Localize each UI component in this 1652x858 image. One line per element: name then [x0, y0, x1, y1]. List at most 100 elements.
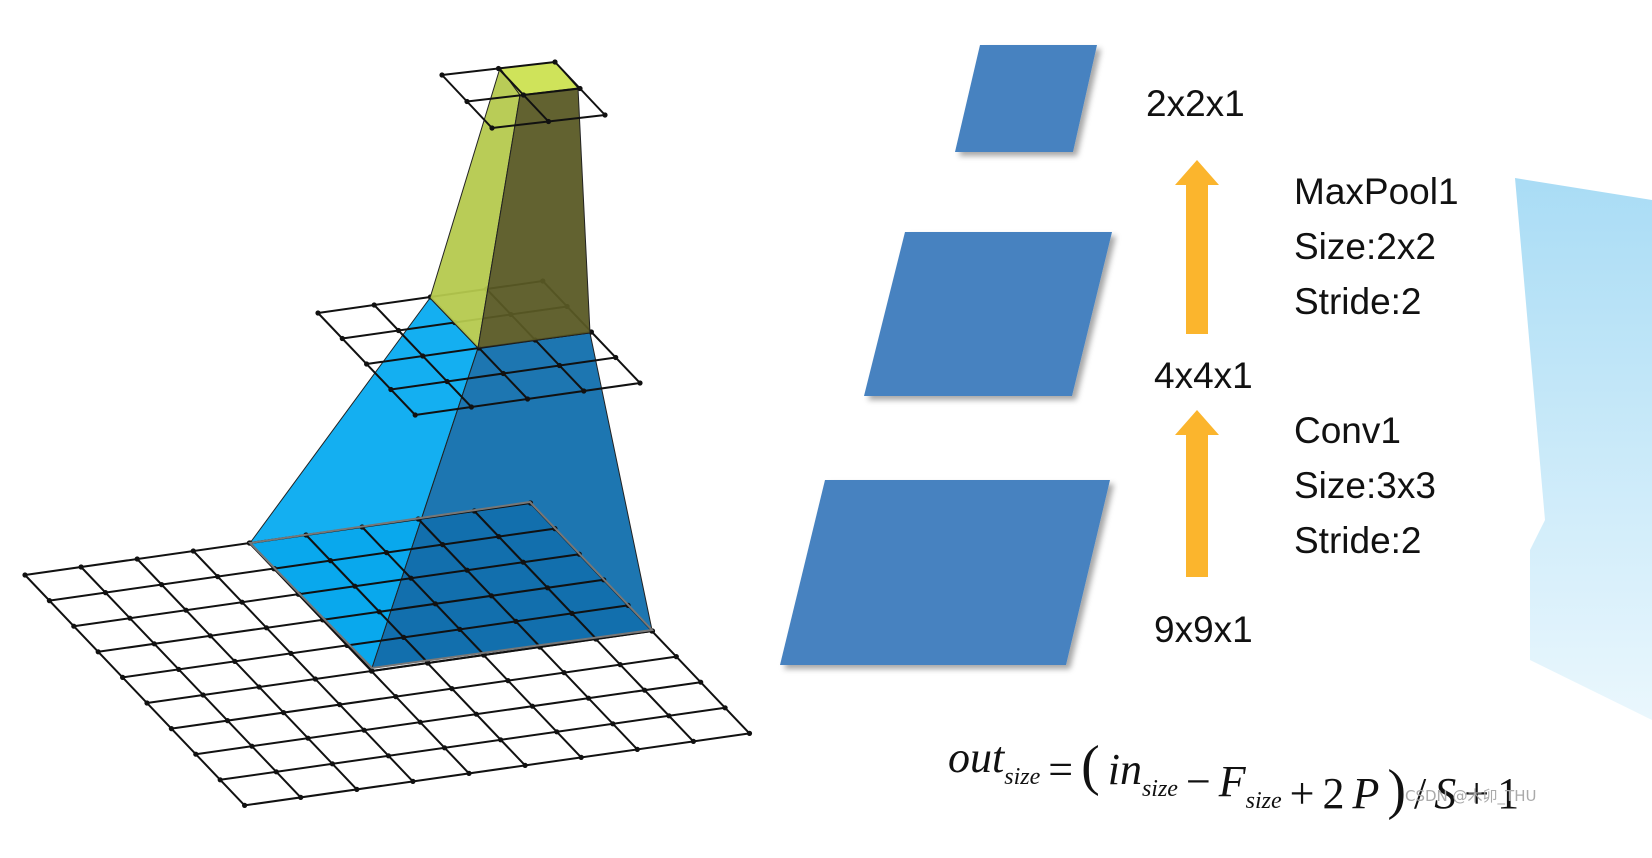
- grid-node: [498, 737, 504, 743]
- grid-node: [401, 634, 407, 641]
- grid-node: [496, 534, 502, 540]
- grid-node: [457, 626, 463, 633]
- grid-node: [642, 687, 648, 693]
- grid-node: [384, 550, 390, 556]
- grid-node: [666, 713, 672, 719]
- window-outline: [247, 500, 655, 670]
- grid-node: [144, 700, 150, 706]
- grid-node: [273, 769, 279, 775]
- grid-node: [613, 354, 619, 361]
- grid-node: [249, 743, 255, 749]
- grid-node: [569, 610, 575, 617]
- grid-node: [369, 668, 375, 674]
- grid-line: [371, 630, 653, 672]
- formula-term: F: [1218, 757, 1247, 806]
- formula-term: +: [1464, 769, 1489, 818]
- formula-term: ): [1387, 759, 1406, 821]
- grid-line: [195, 681, 701, 756]
- shape-label: 9x9x1: [1154, 609, 1253, 650]
- step-size: Size:2x2: [1294, 226, 1436, 267]
- step-stride: Stride:2: [1294, 520, 1422, 561]
- grid-node: [440, 542, 446, 548]
- grid-line: [80, 566, 302, 799]
- grid-node: [466, 770, 472, 777]
- step-stride: Stride:2: [1294, 281, 1422, 322]
- formula-term: −: [1186, 757, 1211, 806]
- grid-node: [442, 745, 448, 751]
- formula-subscript: size: [1142, 776, 1178, 802]
- grid-node: [420, 353, 426, 359]
- shape-label: 2x2x1: [1146, 83, 1245, 124]
- step-size: Size:3x3: [1294, 465, 1436, 506]
- grid-node: [722, 705, 728, 711]
- grid-line: [298, 553, 580, 596]
- grid-node: [127, 615, 133, 621]
- grid-node: [281, 710, 287, 716]
- grid-node: [215, 574, 221, 580]
- formula-term: in: [1108, 745, 1142, 794]
- grid-node: [200, 692, 206, 698]
- grid-node: [151, 641, 157, 647]
- grid-node: [505, 678, 511, 684]
- pool-output-grid-2x2: [439, 59, 608, 131]
- grid-node: [168, 726, 174, 732]
- grid-node: [298, 794, 304, 801]
- grid-line: [244, 732, 750, 807]
- grid-node: [288, 650, 294, 657]
- grid-node: [256, 684, 262, 690]
- grid-node: [556, 362, 563, 369]
- grid-node: [305, 735, 311, 741]
- formula-term: 2: [1323, 769, 1345, 818]
- grid-line: [220, 706, 726, 781]
- formula-term: out: [948, 733, 1006, 782]
- grid-node: [634, 746, 640, 753]
- grid-node: [432, 601, 438, 607]
- grid-node: [337, 702, 343, 708]
- grid-node: [46, 598, 53, 604]
- grid-node: [395, 327, 402, 334]
- grid-line: [305, 534, 429, 664]
- grid-node: [183, 607, 189, 613]
- grid-node: [354, 786, 360, 793]
- grid-node: [371, 302, 377, 308]
- grid-node: [513, 618, 519, 625]
- grid-node: [239, 599, 245, 605]
- grid-node: [473, 711, 479, 717]
- formula-term: +: [1290, 769, 1315, 818]
- grid-node: [561, 670, 567, 676]
- grid-node: [449, 686, 455, 692]
- grid-node: [315, 310, 321, 316]
- grid-node: [361, 727, 367, 733]
- step-name: MaxPool1: [1294, 171, 1459, 212]
- grid-node: [412, 412, 418, 418]
- grid-node: [578, 754, 584, 761]
- grid-line: [136, 558, 358, 791]
- feature-map-top: [955, 45, 1097, 152]
- grid-node: [520, 559, 526, 565]
- arrow-pool: [1175, 160, 1219, 334]
- formula-term: =: [1048, 745, 1073, 794]
- grid-node: [464, 98, 470, 105]
- grid-node: [522, 762, 528, 769]
- formula-term: /: [1414, 769, 1427, 818]
- grid-node: [610, 721, 616, 727]
- grid-node: [464, 567, 470, 573]
- grid-node: [552, 59, 558, 65]
- grid-node: [242, 802, 248, 809]
- grid-node: [232, 658, 238, 665]
- grid-node: [577, 85, 583, 92]
- grid-node: [134, 556, 140, 562]
- grid-node: [22, 572, 28, 578]
- grid-line: [323, 578, 604, 621]
- side-decoration: [1515, 178, 1652, 720]
- grid-node: [193, 751, 199, 757]
- grid-node: [339, 335, 345, 342]
- grid-node: [327, 558, 334, 564]
- grid-node: [329, 761, 335, 767]
- grid-line: [473, 510, 598, 640]
- grid-node: [637, 380, 643, 386]
- grid-node: [385, 753, 392, 759]
- formula-term: 1: [1497, 769, 1519, 818]
